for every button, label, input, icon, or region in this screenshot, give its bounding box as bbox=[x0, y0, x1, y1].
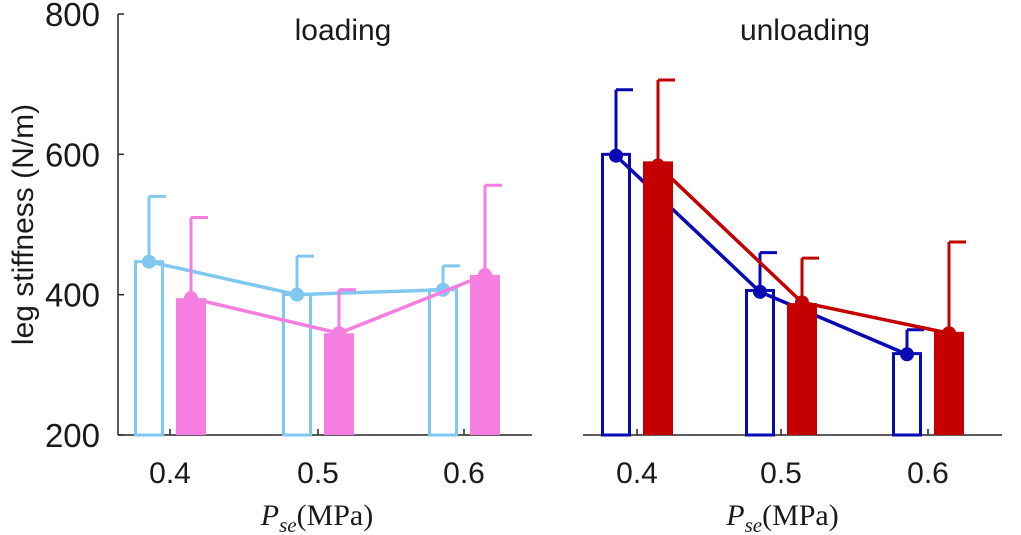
x-tick-label: 0.6 bbox=[907, 457, 949, 490]
panel-unloading: unloading 0.4 0.5 0.6 Pse(MPa) bbox=[583, 14, 1002, 535]
panel-title: unloading bbox=[740, 14, 870, 47]
x-axis-label: Pse(MPa) bbox=[725, 499, 838, 535]
x-axis-label: Pse(MPa) bbox=[260, 499, 373, 535]
data-point bbox=[184, 291, 198, 306]
x-tick-label: 0.5 bbox=[297, 457, 339, 490]
x-tick-label: 0.4 bbox=[149, 457, 191, 490]
bar bbox=[934, 331, 964, 435]
data-point bbox=[332, 326, 346, 341]
panel-loading: loading 0.4 0.5 0.6 Pse(MPa) bbox=[117, 14, 532, 535]
y-tick-label: 400 bbox=[45, 277, 100, 314]
data-point bbox=[753, 284, 767, 299]
y-tick-label: 600 bbox=[45, 136, 100, 173]
bar bbox=[787, 303, 817, 435]
series-filled bbox=[643, 78, 966, 435]
x-tick-label: 0.6 bbox=[443, 457, 485, 490]
bar bbox=[892, 352, 922, 437]
bar bbox=[324, 333, 354, 435]
bar bbox=[282, 293, 312, 437]
y-tick-label: 800 bbox=[45, 0, 100, 33]
bar bbox=[134, 260, 164, 437]
bar bbox=[601, 152, 631, 437]
data-point bbox=[290, 287, 304, 302]
bar bbox=[176, 298, 206, 435]
series-filled bbox=[176, 183, 502, 435]
data-point bbox=[142, 254, 156, 269]
data-point bbox=[478, 268, 492, 283]
bar bbox=[643, 161, 673, 435]
bar bbox=[745, 288, 775, 437]
x-tick-label: 0.5 bbox=[760, 457, 802, 490]
data-point bbox=[651, 158, 665, 173]
y-tick-label: 200 bbox=[45, 417, 100, 454]
x-tick-label: 0.4 bbox=[616, 457, 658, 490]
y-axis-label: leg stiffness (N/m) bbox=[7, 104, 40, 345]
data-point bbox=[609, 148, 623, 163]
data-point bbox=[795, 295, 809, 310]
panel-title: loading bbox=[295, 14, 392, 47]
bar bbox=[428, 288, 458, 437]
data-point bbox=[942, 326, 956, 341]
data-point bbox=[900, 347, 914, 362]
bar bbox=[470, 275, 500, 435]
